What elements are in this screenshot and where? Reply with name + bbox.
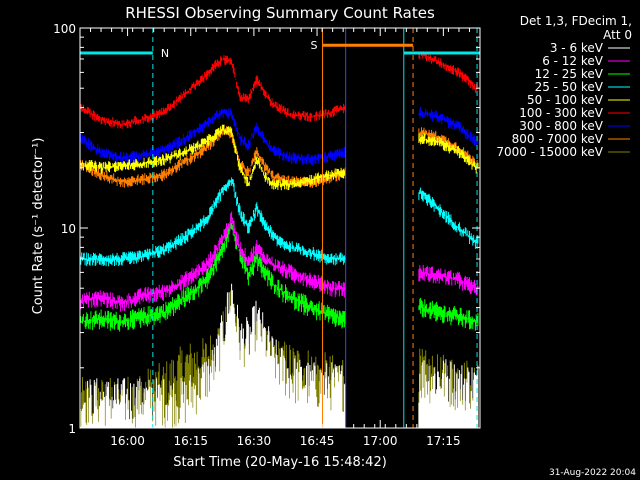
series-line-2-b	[418, 264, 479, 296]
axis-layer: 16:00 16:15 16:30 16:45 17:00 17:15 1 10 100	[53, 22, 481, 448]
legend-entry-label: 6 - 12 keV	[542, 54, 604, 68]
y-axis-label: Count Rate (s⁻¹ detector⁻¹)	[31, 138, 46, 315]
x-axis-label: Start Time (20-May-16 15:48:42)	[173, 455, 387, 470]
legend-entry-label: 25 - 50 keV	[535, 80, 604, 94]
legend-entry-label: 12 - 25 keV	[535, 67, 604, 81]
x-tick-label: 16:15	[173, 434, 208, 448]
x-tick-label: 17:00	[363, 434, 398, 448]
annotation-label: S	[311, 39, 318, 52]
series-line-4-b	[418, 187, 479, 249]
x-tick-label: 16:45	[300, 434, 335, 448]
annotation-layer: NS	[80, 28, 480, 428]
legend-entry-label: 300 - 800 keV	[519, 119, 603, 133]
series-line-1-b	[418, 359, 479, 428]
x-tick-label: 17:15	[426, 434, 461, 448]
annotation-label: N	[161, 47, 169, 60]
chart-title: RHESSI Observing Summary Count Rates	[125, 4, 435, 22]
legend-header-line-2: Att 0	[603, 28, 632, 42]
legend-entry-label: 800 - 7000 keV	[512, 132, 604, 146]
y-tick-label: 100	[53, 22, 76, 36]
x-tick-label: 16:30	[237, 434, 272, 448]
series-layer	[79, 51, 479, 428]
series-line-5-b	[418, 133, 479, 174]
series-line-3-b	[418, 297, 479, 331]
legend-entry-label: 7000 - 15000 keV	[496, 145, 603, 159]
legend-entry-label: 100 - 300 keV	[519, 106, 603, 120]
y-tick-label: 1	[68, 422, 76, 436]
footer-date: 31-Aug-2022 20:04	[549, 468, 636, 478]
legend-header-line-1: Det 1,3, FDecim 1,	[520, 14, 632, 28]
legend-entry-label: 50 - 100 keV	[527, 93, 604, 107]
x-tick-label: 16:00	[110, 434, 145, 448]
series-line-7-b	[418, 106, 479, 146]
y-tick-label: 10	[61, 222, 76, 236]
legend-entry-label: 3 - 6 keV	[550, 41, 604, 55]
